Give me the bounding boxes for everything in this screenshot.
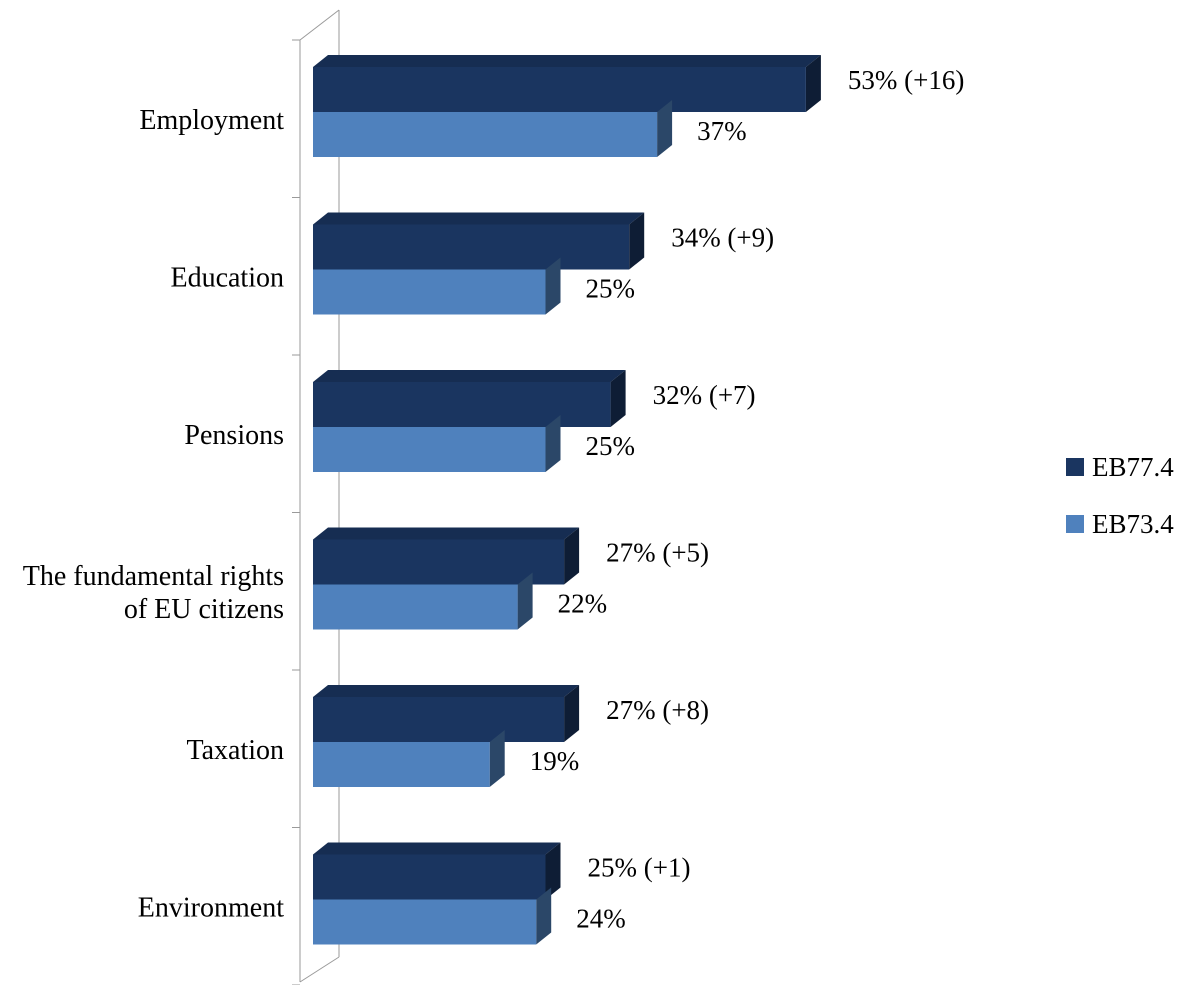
legend-swatch [1066,458,1084,476]
data-label: 37% [697,116,747,146]
data-label: 25% (+1) [588,853,691,883]
data-label: 27% (+8) [606,695,709,725]
data-label: 22% [558,589,608,619]
bar-1 [313,730,505,787]
legend-label: EB77.4 [1092,452,1174,482]
legend: EB77.4 EB73.4 [1066,452,1174,539]
data-label: 24% [576,904,626,934]
bar-1 [313,100,673,157]
labels: Employment 53% (+16) 37% Education 34% (+9) 2… [23,65,965,934]
category-label: Taxation [186,735,284,766]
bar-0 [313,212,645,270]
bar-1 [313,572,533,630]
bar-0 [313,527,580,585]
category-label: Education [170,262,284,293]
data-label: 27% (+5) [606,538,709,568]
category-label: Environment [138,892,284,923]
data-label: 32% (+7) [653,380,756,410]
bars [313,55,821,945]
data-label: 25% [586,431,636,461]
bar-1 [313,257,561,315]
legend-swatch [1066,515,1084,533]
bar-0 [313,370,626,427]
category-label: Employment [139,105,284,136]
data-label: 25% [586,274,636,304]
category-axis [292,9,340,985]
legend-label: EB73.4 [1092,509,1174,539]
category-label: The fundamental rights of EU citizens [23,561,284,625]
bar-0 [313,55,821,112]
bar-0 [313,842,561,900]
data-label: 34% (+9) [671,223,774,253]
axis-top-edge [299,9,340,41]
axis-bottom-edge [299,956,340,983]
bar-1 [313,415,561,472]
bar-0 [313,685,580,742]
bar-1 [313,887,552,945]
category-label: Pensions [184,420,284,451]
data-label: 19% [530,746,580,776]
data-label: 53% (+16) [848,65,964,95]
